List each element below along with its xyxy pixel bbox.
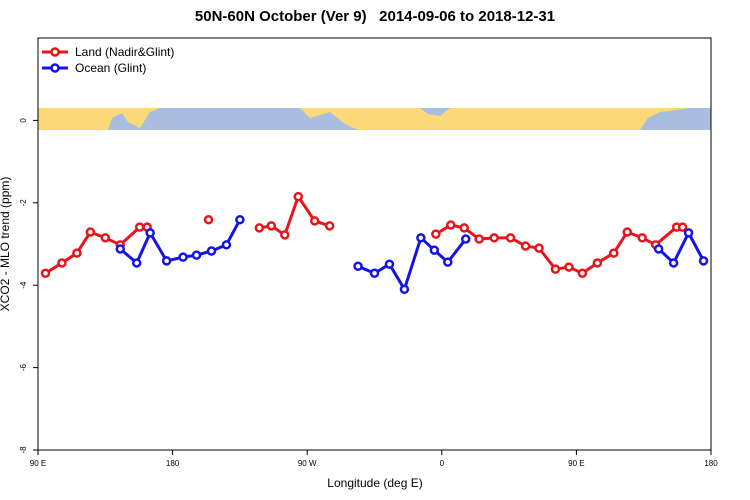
data-point: [677, 222, 688, 232]
data-point: [698, 256, 709, 266]
data-point: [534, 243, 544, 253]
data-point: [266, 221, 277, 231]
x-tick-label: 180: [704, 459, 718, 468]
legend-marker: [50, 63, 60, 73]
data-point: [131, 258, 142, 268]
map-strip: [38, 108, 711, 130]
data-point: [369, 268, 380, 279]
data-point: [429, 245, 440, 255]
data-point: [254, 223, 265, 233]
y-tick-label: 0: [19, 118, 28, 123]
data-point: [40, 268, 51, 279]
data-point: [520, 241, 531, 251]
data-point: [489, 233, 499, 243]
legend-label: Ocean (Glint): [75, 61, 146, 75]
y-tick-label: -4: [19, 281, 28, 289]
data-point: [668, 258, 679, 268]
data-point: [206, 246, 217, 256]
x-tick-label: 180: [166, 459, 180, 468]
data-point: [280, 230, 290, 240]
legend-label: Land (Nadir&Glint): [75, 45, 174, 59]
data-point: [637, 233, 647, 243]
data-point: [474, 234, 484, 244]
y-tick-label: -8: [19, 446, 28, 454]
data-point: [416, 233, 426, 243]
data-point: [57, 258, 67, 268]
data-point: [384, 259, 395, 269]
data-point: [191, 250, 202, 260]
data-point: [622, 227, 632, 237]
data-point: [550, 264, 561, 274]
data-point: [353, 261, 363, 271]
data-point: [115, 244, 126, 254]
data-point: [577, 268, 588, 279]
data-point: [443, 257, 453, 267]
data-point: [609, 248, 619, 258]
data-point: [203, 214, 214, 225]
data-point: [683, 228, 694, 238]
legend-marker: [50, 47, 60, 57]
data-point: [293, 191, 303, 202]
data-point: [431, 229, 441, 239]
data-point: [134, 222, 145, 232]
data-point: [100, 233, 111, 243]
data-point: [446, 220, 456, 230]
x-tick-label: 90 W: [298, 459, 317, 468]
y-tick-label: -6: [19, 363, 28, 371]
x-axis-label: Longitude (deg E): [327, 476, 422, 490]
x-tick-label: 90 E: [30, 459, 46, 468]
data-point: [653, 244, 664, 254]
data-point: [85, 227, 96, 237]
data-point: [324, 221, 335, 231]
x-tick-label: 90 E: [568, 459, 584, 468]
data-point: [505, 233, 516, 243]
data-point: [459, 223, 469, 233]
chart-title: 50N-60N October (Ver 9) 2014-09-06 to 20…: [195, 8, 555, 25]
y-axis-label: XCO2 - MLO trend (ppm): [0, 177, 12, 312]
y-tick-label: -2: [19, 199, 28, 207]
x-tick-label: 0: [440, 459, 445, 468]
data-point: [564, 262, 574, 272]
data-point: [72, 248, 82, 258]
data-point: [221, 240, 232, 250]
data-point: [399, 284, 410, 295]
data-point: [309, 216, 320, 226]
data-point: [460, 234, 471, 244]
plot-frame: [37, 37, 712, 451]
data-point: [235, 214, 245, 225]
data-point: [178, 252, 188, 262]
data-point: [145, 228, 155, 238]
data-point: [161, 256, 172, 266]
data-point: [592, 258, 603, 268]
